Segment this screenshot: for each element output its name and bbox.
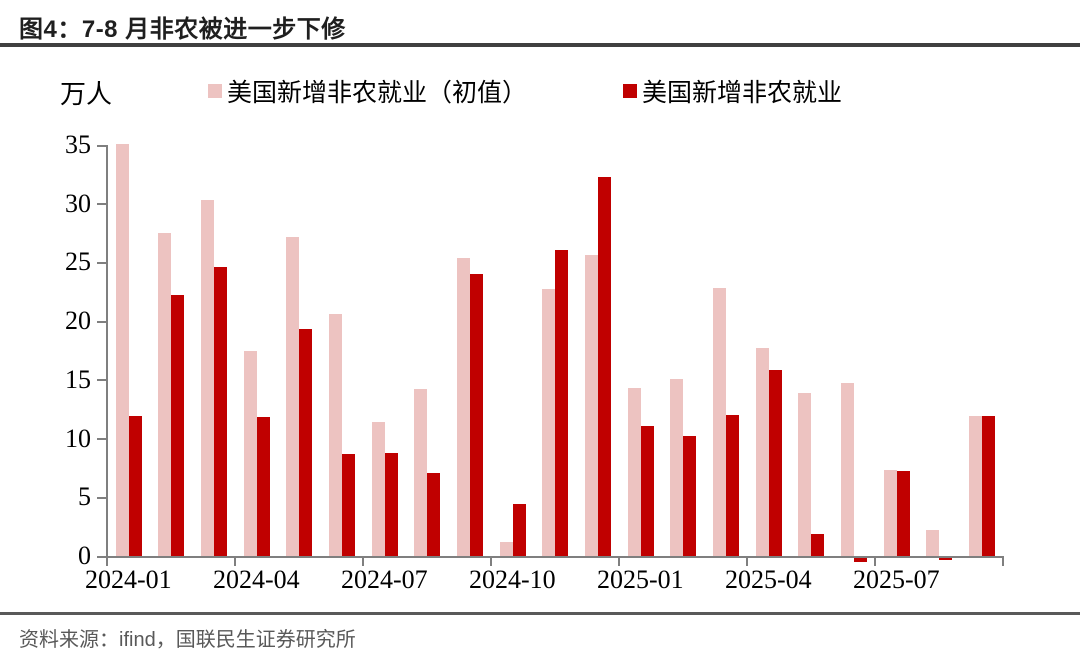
legend-swatch-initial [208, 84, 222, 98]
bar-initial-2024-09 [456, 257, 470, 556]
bar-revised-2025-09 [981, 416, 995, 556]
y-axis-tick [97, 379, 106, 382]
bar-initial-2024-06 [328, 314, 342, 556]
bar-revised-2024-09 [469, 274, 483, 556]
x-tick-label: 2024-04 [212, 565, 300, 594]
y-tick-label: 35 [65, 130, 91, 159]
bar-revised-2025-03 [725, 415, 739, 556]
bar-revised-2025-06 [853, 558, 867, 562]
bar-initial-2024-10 [499, 541, 513, 556]
bar-revised-2024-01 [128, 416, 142, 556]
bar-revised-2025-02 [683, 436, 697, 556]
bar-initial-2024-03 [200, 200, 214, 556]
bar-initial-2025-01 [627, 388, 641, 556]
y-axis-tick [97, 320, 106, 323]
y-axis-tick [97, 144, 106, 147]
bar-initial-2024-11 [542, 289, 556, 556]
y-tick-label: 25 [65, 247, 91, 277]
bar-initial-2024-04 [243, 350, 257, 556]
figure-title: 图4：7-8 月非农被进一步下修 [19, 16, 346, 43]
bar-revised-2024-12 [597, 176, 611, 556]
x-axis-tick [746, 557, 748, 566]
x-axis-tick [362, 557, 364, 566]
x-axis-tick [106, 557, 108, 566]
y-axis-tick [97, 261, 106, 264]
bar-initial-2025-03 [712, 288, 726, 556]
x-axis-tick [874, 557, 876, 566]
bar-revised-2025-08 [939, 558, 953, 561]
bar-initial-2025-04 [755, 348, 769, 556]
x-axis-tick [618, 557, 620, 566]
bar-initial-2024-01 [115, 143, 129, 556]
x-axis-line [106, 556, 1004, 558]
y-axis-line [106, 145, 108, 565]
y-tick-label: 0 [78, 541, 91, 570]
y-axis-unit-label: 万人 [60, 80, 113, 109]
bar-initial-2025-06 [840, 383, 854, 556]
y-tick-label: 30 [65, 188, 91, 218]
x-tick-label: 2025-04 [724, 565, 812, 594]
bar-revised-2024-11 [555, 249, 569, 556]
x-axis-tick [234, 557, 236, 566]
y-tick-label: 15 [65, 364, 91, 394]
y-axis-tick [97, 203, 106, 206]
bar-initial-2025-07 [883, 470, 897, 556]
bar-revised-2024-04 [256, 417, 270, 556]
bar-revised-2025-04 [768, 370, 782, 556]
bar-initial-2024-02 [158, 233, 172, 556]
bar-revised-2024-08 [427, 472, 441, 556]
y-axis-tick [97, 496, 106, 499]
legend-label-initial: 美国新增非农就业（初值） [227, 80, 528, 107]
bar-revised-2025-07 [896, 471, 910, 556]
bar-revised-2024-03 [213, 267, 227, 556]
bar-revised-2025-05 [811, 533, 825, 556]
bar-revised-2024-07 [384, 452, 398, 556]
x-axis-tick [490, 557, 492, 566]
x-tick-label: 2024-10 [468, 565, 556, 594]
legend-swatch-revised [623, 84, 637, 98]
footer-divider [0, 612, 1080, 615]
bar-initial-2025-02 [670, 378, 684, 556]
bar-initial-2024-08 [414, 389, 428, 556]
x-tick-label: 2025-01 [596, 565, 684, 594]
y-axis-tick [97, 555, 106, 558]
bar-chart-plot-area: 0 5 10 15 20 25 30 35 2024-01 2024-04 2024-07 2024-… [65, 131, 1004, 594]
x-axis-tick [1002, 557, 1004, 566]
y-tick-label: 5 [78, 482, 91, 512]
bar-initial-2024-07 [371, 422, 385, 556]
x-tick-label: 2025-07 [852, 565, 940, 594]
y-tick-label: 10 [65, 423, 91, 453]
bar-revised-2024-10 [512, 504, 526, 556]
bar-revised-2024-02 [171, 295, 185, 556]
x-tick-label: 2024-01 [85, 565, 172, 594]
bar-initial-2024-12 [584, 255, 598, 556]
bar-initial-2025-05 [798, 392, 812, 556]
y-axis-tick [97, 438, 106, 441]
title-underline [0, 43, 1080, 47]
bar-initial-2025-09 [968, 416, 982, 556]
bar-revised-2025-01 [640, 425, 654, 556]
x-tick-label: 2024-07 [340, 565, 428, 594]
bar-initial-2024-05 [286, 236, 300, 556]
bar-initial-2025-08 [926, 530, 940, 556]
legend-label-revised: 美国新增非农就业 [642, 80, 843, 107]
data-source-note: 资料来源：ifind，国联民生证券研究所 [19, 629, 356, 651]
bar-revised-2024-05 [299, 329, 313, 556]
y-tick-label: 20 [65, 306, 91, 336]
bar-revised-2024-06 [341, 453, 355, 556]
